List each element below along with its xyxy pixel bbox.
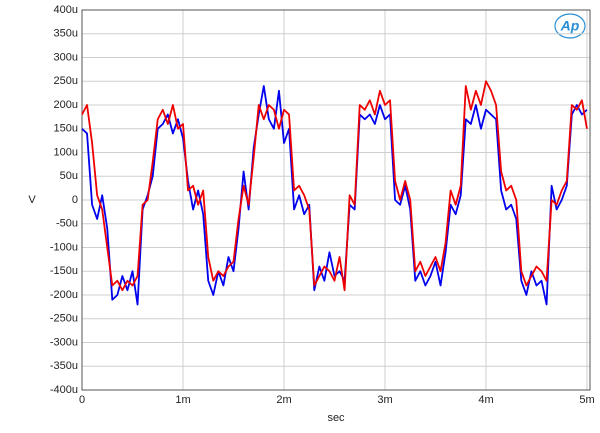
y-tick-label: -100u	[50, 241, 78, 253]
x-axis-label: sec	[327, 412, 345, 424]
x-tick-label: 4m	[478, 394, 493, 406]
y-tick-label: 0	[72, 194, 78, 206]
x-tick-label: 0	[79, 394, 85, 406]
y-tick-label: 100u	[54, 146, 78, 158]
y-tick-label: -200u	[50, 289, 78, 301]
y-tick-label: 350u	[54, 28, 78, 40]
x-tick-label: 1m	[175, 394, 190, 406]
y-axis-label: V	[28, 194, 36, 206]
y-tick-label: 250u	[54, 75, 78, 87]
y-tick-label: -150u	[50, 265, 78, 277]
y-tick-label: -350u	[50, 360, 78, 372]
y-tick-label: 150u	[54, 123, 78, 135]
y-tick-label: -300u	[50, 336, 78, 348]
y-tick-label: 50u	[60, 170, 78, 182]
y-tick-label: 400u	[54, 4, 78, 16]
plot-frame	[81, 9, 591, 391]
y-tick-label: -50u	[56, 218, 78, 230]
y-tick-label: 200u	[54, 99, 78, 111]
x-tick-label: 3m	[377, 394, 392, 406]
x-tick-label: 5m	[579, 394, 594, 406]
y-tick-label: 300u	[54, 51, 78, 63]
y-tick-label: -400u	[50, 384, 78, 396]
series-line	[81, 80, 588, 292]
logo-ring	[554, 13, 586, 39]
y-tick-label: -250u	[50, 313, 78, 325]
logo: Ap	[560, 18, 580, 34]
x-tick-label: 2m	[276, 394, 291, 406]
